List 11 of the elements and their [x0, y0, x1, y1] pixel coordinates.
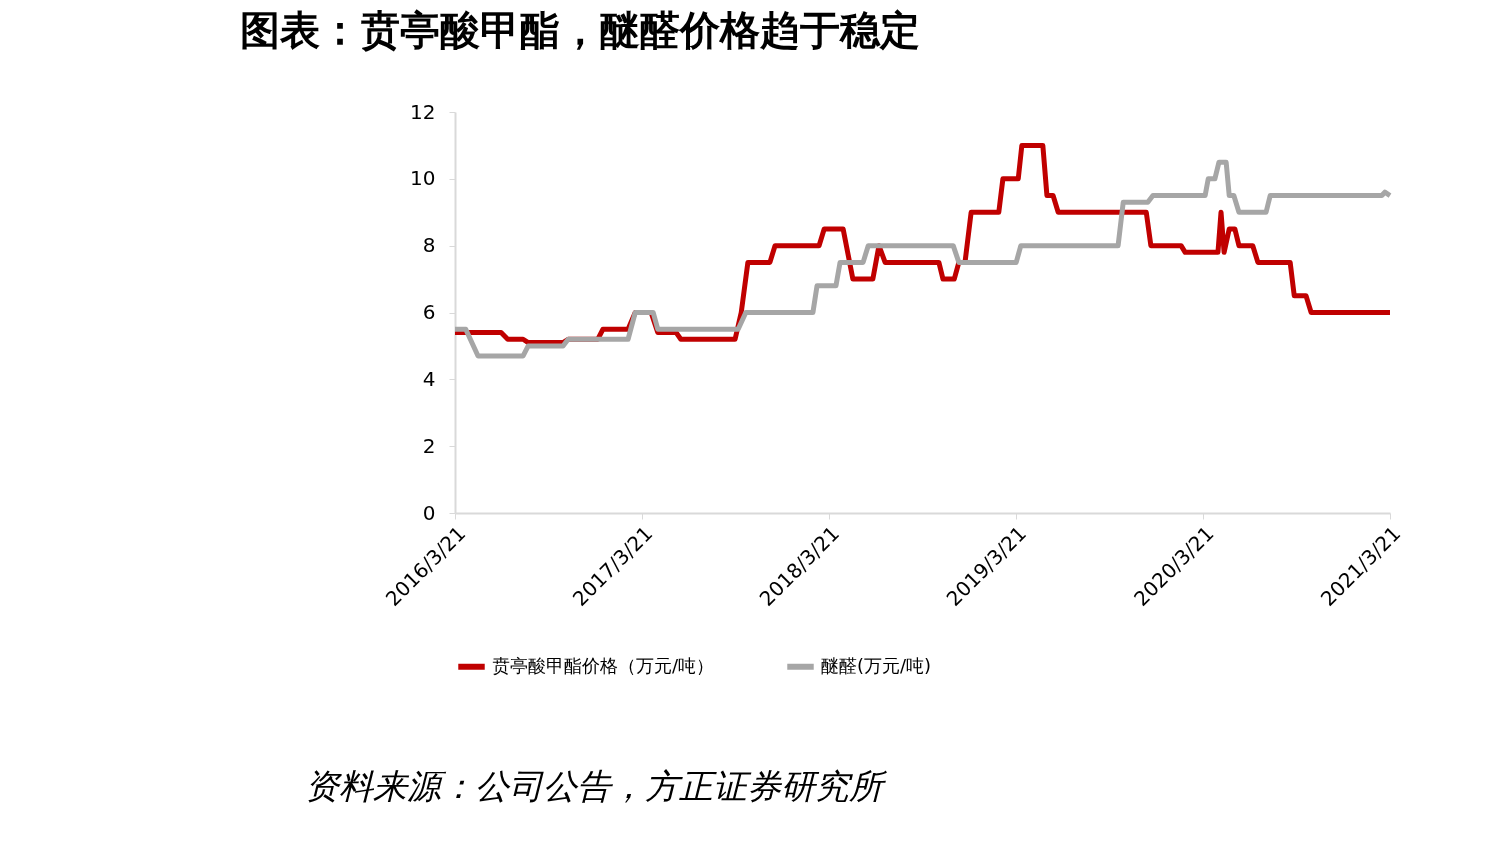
y-tick-label: 8	[422, 233, 436, 258]
legend-label: 贲亭酸甲酯价格（万元/吨）	[492, 654, 715, 676]
y-tick-label: 12	[410, 99, 436, 124]
y-tick-label: 2	[422, 433, 436, 458]
chart-title: 图表：贲亭酸甲酯，醚醛价格趋于稳定	[240, 7, 920, 53]
text: 资料来源：公司公告，方正证券研究所	[305, 766, 888, 806]
y-tick-label: 4	[422, 366, 436, 391]
y-tick-label: 6	[422, 300, 436, 324]
y-tick-label: 0	[422, 500, 436, 525]
y-tick-label: 10	[410, 166, 436, 191]
legend-label: 醚醛(万元/吨)	[821, 654, 932, 676]
